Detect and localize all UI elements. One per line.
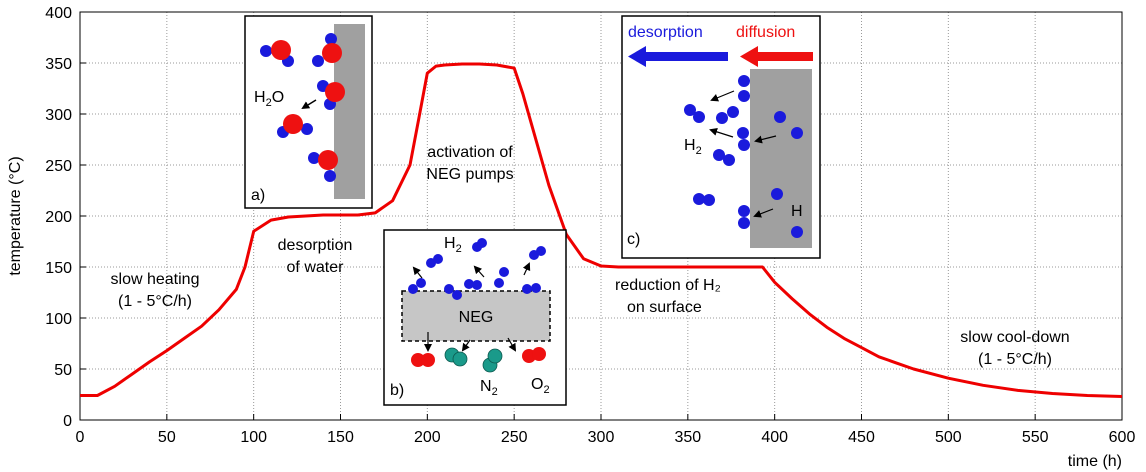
x-tick-label: 50 — [158, 429, 176, 446]
hydrogen-molecule — [408, 238, 546, 300]
x-tick-label: 150 — [327, 429, 354, 446]
y-tick-label: 100 — [45, 311, 72, 328]
desorption-label: desorption — [628, 24, 703, 41]
surface-block — [750, 69, 812, 248]
arrow-icon — [301, 99, 317, 110]
x-tick-label: 450 — [848, 429, 875, 446]
temperature-curve — [80, 62, 1123, 398]
svg-text:of water: of water — [287, 259, 345, 276]
y-tick-label: 250 — [45, 158, 72, 175]
x-axis-label: time (h) — [1068, 453, 1122, 470]
y-tick-label: 200 — [45, 209, 72, 226]
y-tick-label: 300 — [45, 107, 72, 124]
svg-text:(1 - 5°C/h): (1 - 5°C/h) — [978, 351, 1052, 368]
x-axis-ticks: 0 50 100 150 200 250 300 350 400 450 500 550 600 — [76, 414, 1136, 446]
panel-label-c: c) — [627, 231, 640, 248]
x-tick-label: 350 — [674, 429, 701, 446]
oxygen-atom — [271, 40, 345, 170]
annotation-activation: activation of NEG pumps — [426, 144, 513, 183]
y-tick-label: 150 — [45, 260, 72, 277]
x-tick-label: 400 — [761, 429, 788, 446]
svg-text:slow cool-down: slow cool-down — [960, 329, 1069, 346]
inset-c-hydrogen: desorption diffusion H2 H c) — [621, 15, 821, 259]
svg-text:reduction of H₂: reduction of H₂ — [615, 277, 721, 294]
oxygen-molecule — [411, 347, 546, 367]
svg-text:slow heating: slow heating — [111, 271, 200, 288]
inset-b-neg: NEG H2 N2 O2 b) — [383, 229, 567, 406]
desorption-arrow-icon — [628, 46, 728, 67]
svg-text:H2O: H2O — [254, 89, 284, 109]
annotation-desorption-water: desorption of water — [278, 237, 353, 276]
nitrogen-molecule — [444, 347, 503, 373]
grid-lines — [80, 12, 1122, 420]
neg-block — [401, 290, 551, 342]
inset-a-water: H2O a) — [244, 15, 373, 209]
y-axis-ticks: 0 50 100 150 200 250 300 350 400 — [45, 5, 86, 430]
x-tick-label: 200 — [414, 429, 441, 446]
y-axis-label: temperature (°C) — [7, 156, 24, 275]
annotation-reduction: reduction of H₂ on surface — [615, 277, 721, 316]
svg-text:NEG: NEG — [459, 309, 494, 326]
diffusion-arrow-icon — [740, 46, 813, 67]
x-tick-label: 600 — [1109, 429, 1136, 446]
hydrogen-atom — [684, 75, 803, 238]
x-tick-label: 500 — [935, 429, 962, 446]
y-tick-label: 350 — [45, 56, 72, 73]
x-tick-label: 300 — [588, 429, 615, 446]
x-tick-label: 100 — [240, 429, 267, 446]
y-tick-label: 0 — [63, 413, 72, 430]
panel-label-a: a) — [251, 187, 265, 204]
svg-text:on surface: on surface — [627, 299, 702, 316]
x-tick-label: 0 — [76, 429, 85, 446]
svg-text:H: H — [791, 203, 803, 220]
svg-text:NEG pumps: NEG pumps — [426, 166, 513, 183]
annotation-slow-heating: slow heating (1 - 5°C/h) — [111, 271, 200, 310]
svg-text:activation of: activation of — [427, 144, 513, 161]
y-tick-label: 400 — [45, 5, 72, 22]
y-tick-label: 50 — [54, 362, 72, 379]
svg-text:desorption: desorption — [278, 237, 353, 254]
x-tick-label: 550 — [1022, 429, 1049, 446]
panel-label-b: b) — [390, 382, 404, 399]
water-molecule — [260, 33, 337, 182]
annotation-cooldown: slow cool-down (1 - 5°C/h) — [960, 329, 1069, 368]
diffusion-label: diffusion — [736, 24, 795, 41]
x-tick-label: 250 — [501, 429, 528, 446]
svg-text:(1 - 5°C/h): (1 - 5°C/h) — [118, 293, 192, 310]
